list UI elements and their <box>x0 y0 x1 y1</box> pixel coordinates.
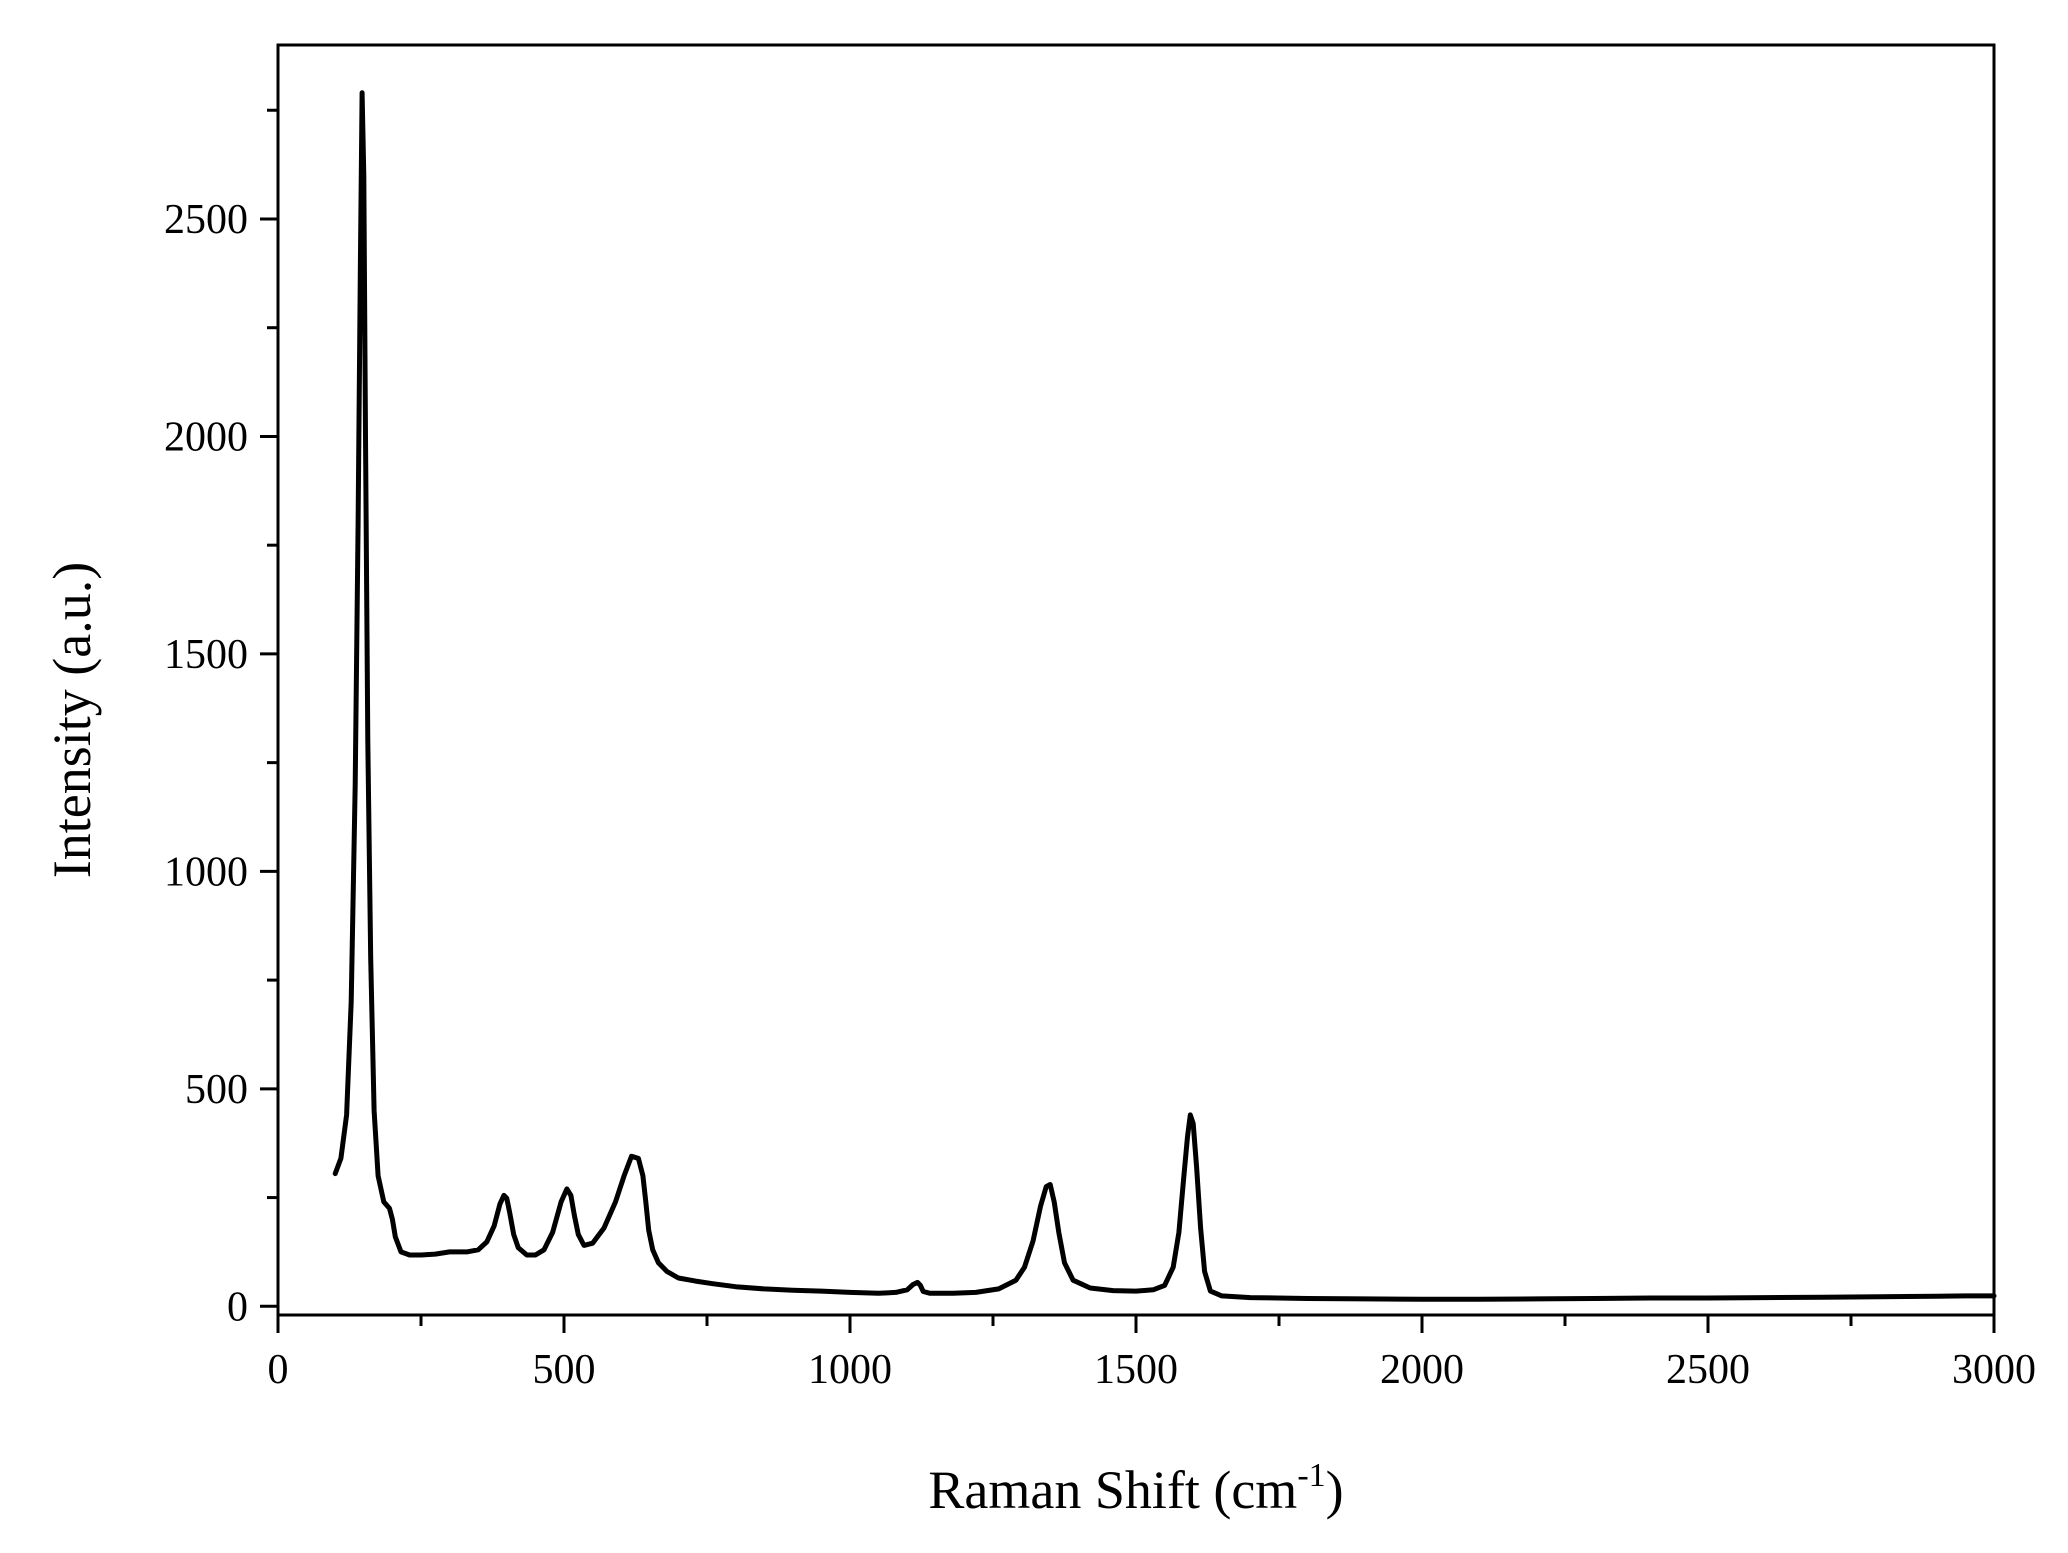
x-tick-label: 2000 <box>1380 1347 1464 1393</box>
y-tick-label: 2000 <box>164 414 248 460</box>
x-tick-label: 500 <box>533 1347 596 1393</box>
y-axis-title: Intensity (a.u.) <box>42 562 102 878</box>
x-tick-label: 0 <box>268 1347 289 1393</box>
y-tick-label: 2500 <box>164 197 248 243</box>
x-tick-label: 1500 <box>1094 1347 1178 1393</box>
y-tick-label: 1000 <box>164 849 248 895</box>
y-axis-ticks <box>260 108 278 1308</box>
spectrum-series-line <box>332 90 1997 1302</box>
y-tick-label: 0 <box>227 1284 248 1330</box>
x-tick-label: 2500 <box>1666 1347 1750 1393</box>
x-axis-title: Raman Shift (cm-1) <box>928 1457 1343 1520</box>
x-axis-ticks <box>276 1315 1996 1333</box>
y-tick-label: 1500 <box>164 632 248 678</box>
y-axis-tick-labels: 0 500 1000 1500 2000 2500 <box>164 197 248 1330</box>
x-axis-tick-labels: 0 500 1000 1500 2000 2500 3000 <box>268 1347 2037 1393</box>
x-tick-label: 1000 <box>808 1347 892 1393</box>
y-tick-label: 500 <box>185 1067 248 1113</box>
x-tick-label: 3000 <box>1952 1347 2036 1393</box>
